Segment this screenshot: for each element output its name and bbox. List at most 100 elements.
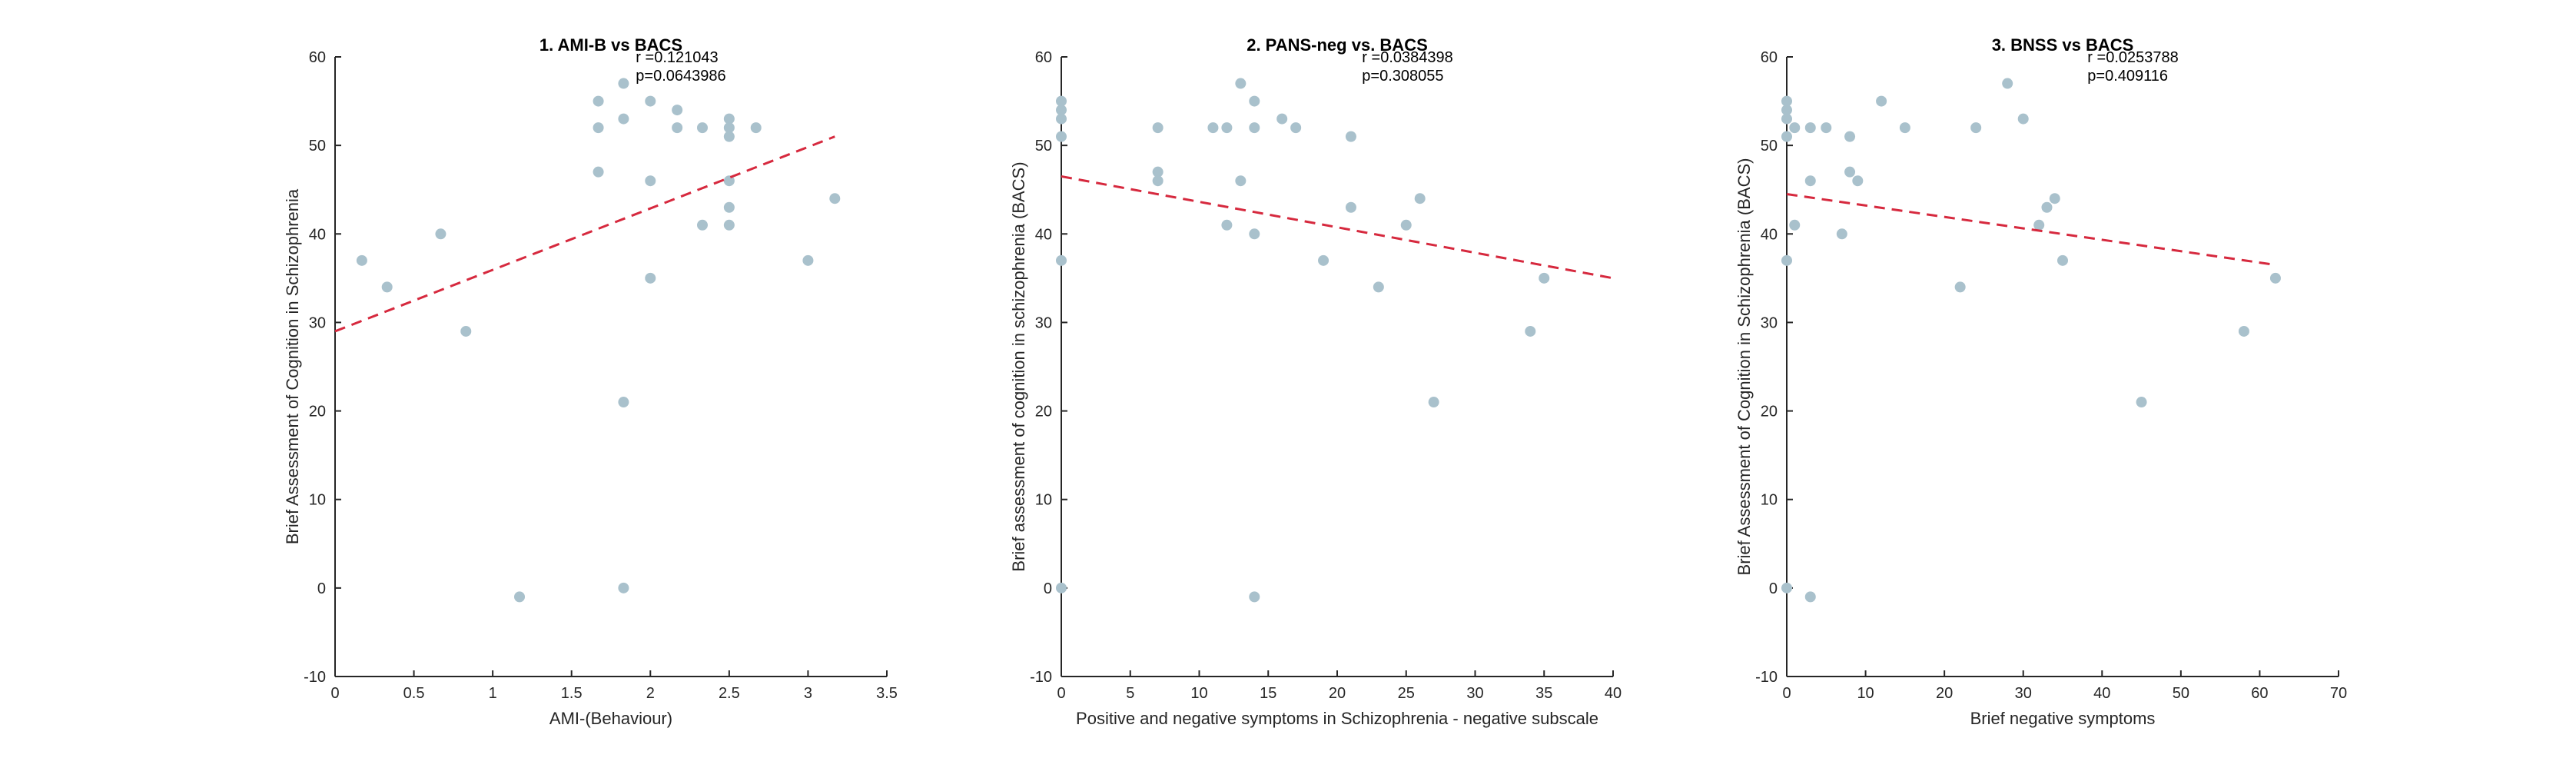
y-tick-label: 20 (1761, 404, 1778, 421)
data-point (1276, 113, 1288, 125)
p-value-label: p=0.0643986 (636, 68, 725, 85)
data-point (1318, 254, 1329, 266)
data-point (1249, 591, 1260, 603)
r-value-label: r =0.0384398 (1362, 49, 1452, 66)
data-point (1876, 95, 1887, 107)
data-point (1804, 591, 1816, 603)
y-tick-label: 30 (1035, 314, 1052, 331)
x-tick-label: 0 (1782, 685, 1791, 702)
regression-fit-line (1061, 175, 1614, 280)
y-tick-label: -10 (1755, 669, 1778, 686)
x-tick-label: 50 (2173, 685, 2189, 702)
data-point (356, 254, 367, 266)
data-point (1249, 228, 1260, 240)
x-tick-label: 1.5 (561, 685, 583, 702)
x-tick-label: 3 (804, 685, 812, 702)
x-axis-label: AMI-(Behaviour) (549, 709, 672, 728)
data-point (1525, 325, 1536, 337)
r-value-label: r =0.121043 (636, 49, 718, 66)
y-tick-label: 50 (1035, 138, 1052, 155)
p-value-label: p=0.308055 (1362, 68, 1443, 85)
y-tick-label: 30 (309, 314, 326, 331)
y-tick-label: 10 (309, 492, 326, 509)
data-point (1056, 113, 1067, 125)
data-point (1781, 105, 1792, 116)
data-point (723, 175, 735, 187)
data-point (723, 113, 735, 125)
data-point (1056, 254, 1067, 266)
x-tick-label: 20 (1936, 685, 1953, 702)
data-point (1781, 582, 1792, 593)
data-point (1414, 193, 1426, 204)
data-point (1221, 122, 1233, 134)
data-point (1152, 175, 1164, 187)
data-point (618, 113, 629, 125)
x-tick-label: 5 (1126, 685, 1134, 702)
chart-title: 1. AMI-B vs BACS (539, 35, 682, 55)
chart-title: 2. PANS-neg vs. BACS (1247, 35, 1428, 55)
data-point (829, 193, 841, 204)
data-point (1235, 175, 1247, 187)
y-tick-label: 40 (309, 226, 326, 243)
x-tick-label: 70 (2330, 685, 2347, 702)
data-point (672, 105, 683, 116)
data-point (1781, 254, 1792, 266)
data-point (381, 281, 393, 293)
y-tick-label: 40 (1761, 226, 1778, 243)
x-tick-label: 40 (2093, 685, 2110, 702)
data-point (514, 591, 526, 603)
data-point (2269, 272, 2281, 284)
data-point (1056, 95, 1067, 107)
data-point (750, 122, 762, 134)
r-value-label: r =0.0253788 (2087, 49, 2178, 66)
data-point (1249, 95, 1260, 107)
data-point (1899, 122, 1910, 134)
chart-title: 3. BNSS vs BACS (1992, 35, 2134, 55)
y-tick-label: 10 (1035, 492, 1052, 509)
regression-fit-line (1786, 192, 2276, 267)
x-tick-label: 0 (330, 685, 339, 702)
data-point (802, 254, 814, 266)
data-point (618, 78, 629, 89)
data-point (1207, 122, 1219, 134)
x-tick-label: 0.5 (403, 685, 425, 702)
data-point (1781, 113, 1792, 125)
x-tick-label: 0 (1057, 685, 1065, 702)
data-point (1373, 281, 1384, 293)
y-tick-label: 0 (317, 580, 326, 597)
regression-fit-line (334, 135, 835, 333)
x-tick-label: 3.5 (876, 685, 898, 702)
chart-panel-2: 0 5 10 15 20 25 30 35 40 -10 0 10 20 30 40 50 60 Positive… (1009, 35, 1622, 728)
y-tick-label: 40 (1035, 226, 1052, 243)
data-point (1428, 397, 1439, 408)
x-tick-label: 2 (646, 685, 655, 702)
x-tick-label: 10 (1190, 685, 1207, 702)
data-point (672, 122, 683, 134)
y-tick-label: 0 (1044, 580, 1052, 597)
y-axis-label: Brief Assessment of Cognition in Schizop… (1734, 158, 1754, 576)
x-tick-label: 2.5 (719, 685, 740, 702)
data-point (1781, 131, 1792, 142)
y-tick-label: 60 (309, 49, 326, 66)
p-value-label: p=0.409116 (2087, 68, 2168, 85)
data-point (1789, 122, 1801, 134)
data-point (696, 122, 708, 134)
data-point (723, 201, 735, 213)
y-axis-label: Brief Assessment of Cognition in Schizop… (283, 188, 302, 544)
data-point (723, 122, 735, 134)
data-point (2041, 201, 2053, 213)
data-point (1804, 175, 1816, 187)
data-point (1836, 228, 1847, 240)
data-point (1345, 201, 1356, 213)
data-point (593, 95, 604, 107)
data-point (1821, 122, 1832, 134)
data-point (618, 582, 629, 593)
data-point (723, 131, 735, 142)
y-tick-label: 20 (309, 404, 326, 421)
x-tick-label: 20 (1329, 685, 1346, 702)
data-point (1056, 131, 1067, 142)
x-axis-label: Positive and negative symptoms in Schizo… (1076, 709, 1598, 728)
y-tick-label: 60 (1761, 49, 1778, 66)
x-tick-label: 10 (1857, 685, 1874, 702)
